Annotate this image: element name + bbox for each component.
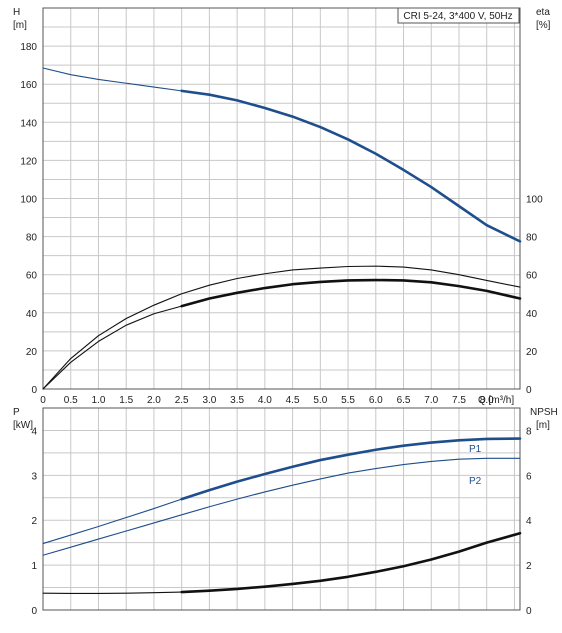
y-tick-label-left: 3 — [31, 471, 37, 482]
bottom-chart-ticks: 0 1 2 3 4 0 2 4 6 8 — [31, 426, 532, 617]
x-tick-label: 2.0 — [147, 395, 161, 406]
top-chart-ticks: 0 20 40 60 80 100 120 140 160 180 0 20 40 60 80 100 0 0.5… — [20, 42, 543, 406]
x-tick-label: 3.5 — [230, 395, 244, 406]
x-tick-label: 5.0 — [313, 395, 327, 406]
y-tick-label-right: 100 — [526, 195, 543, 206]
p1-curve-segment — [180, 437, 522, 501]
x-tick-label: 0.5 — [64, 395, 78, 406]
x-tick-label: 1.5 — [119, 395, 133, 406]
curve-segment — [180, 89, 522, 243]
y-tick-label-right: 20 — [526, 347, 538, 358]
bottom-left-axis-label-line1: P — [13, 407, 20, 418]
top-chart-frame — [42, 7, 521, 390]
y-tick-label-right: 8 — [526, 426, 532, 437]
bottom-right-axis-label-line1: NPSH — [530, 407, 558, 418]
y-tick-label-left: 100 — [20, 195, 37, 206]
series-label-p1: P1 — [469, 444, 482, 455]
y-tick-label-left: 60 — [26, 271, 38, 282]
x-axis-label: Q [m³/h] — [478, 395, 514, 406]
y-tick-label-left: 0 — [31, 385, 37, 396]
top-right-axis-label-line1: eta — [536, 7, 550, 18]
x-tick-label: 8.0 — [480, 395, 494, 406]
x-tick-label: 7.5 — [452, 395, 466, 406]
x-tick-label: 1.0 — [92, 395, 106, 406]
y-tick-label-right: 60 — [526, 271, 538, 282]
top-chart-series — [42, 67, 522, 390]
y-tick-label-right: 40 — [526, 309, 538, 320]
y-tick-label-left: 2 — [31, 516, 37, 527]
bottom-chart-grid — [42, 407, 520, 611]
series-label-p2: P2 — [469, 476, 482, 487]
y-tick-label-left: 1 — [31, 561, 37, 572]
y-tick-label-left: 120 — [20, 156, 37, 167]
bottom-right-axis-label-line2: [m] — [536, 420, 550, 431]
p1-curve-segment — [42, 498, 183, 545]
p2-curve-segment — [42, 457, 521, 556]
x-tick-label: 4.5 — [286, 395, 300, 406]
y-tick-label-left: 140 — [20, 118, 37, 129]
top-left-axis-label-line2: [m] — [13, 20, 27, 31]
curve-segment — [42, 305, 183, 390]
x-tick-label: 7.0 — [424, 395, 438, 406]
curve-segment — [180, 278, 522, 308]
y-tick-label-left: 40 — [26, 309, 38, 320]
y-tick-label-left: 180 — [20, 42, 37, 53]
x-tick-label: 4.0 — [258, 395, 272, 406]
bottom-left-axis-label-line2: [kW] — [13, 420, 33, 431]
x-tick-label: 5.5 — [341, 395, 355, 406]
y-tick-label-right: 80 — [526, 233, 538, 244]
top-left-axis-label-line1: H — [13, 7, 20, 18]
plot-frame — [42, 407, 521, 611]
y-tick-label-left: 80 — [26, 233, 38, 244]
chart-title: CRI 5-24, 3*400 V, 50Hz — [403, 11, 512, 22]
bottom-chart-frame — [42, 407, 521, 611]
y-tick-label-right: 4 — [526, 516, 532, 527]
y-tick-label-right: 0 — [526, 385, 532, 396]
y-tick-label-left: 160 — [20, 80, 37, 91]
npsh-curve-segment — [180, 531, 522, 594]
top-right-axis-label-line2: [%] — [536, 20, 551, 31]
x-tick-label: 6.0 — [369, 395, 383, 406]
y-tick-label-left: 4 — [31, 426, 37, 437]
curve-segment — [42, 265, 521, 390]
x-tick-label: 2.5 — [175, 395, 189, 406]
y-tick-label-right: 6 — [526, 471, 532, 482]
chart-title-box — [397, 7, 520, 24]
y-tick-label-left: 0 — [31, 606, 37, 617]
curve-segment — [42, 67, 183, 92]
y-tick-label-right: 0 — [526, 606, 532, 617]
x-tick-label: 0 — [40, 395, 46, 406]
x-tick-label: 3.0 — [202, 395, 216, 406]
y-tick-label-right: 2 — [526, 561, 532, 572]
y-tick-label-left: 20 — [26, 347, 38, 358]
x-tick-label: 6.5 — [397, 395, 411, 406]
npsh-curve-segment — [42, 591, 183, 594]
bottom-chart-series — [42, 437, 522, 594]
top-chart-grid — [42, 7, 520, 390]
plot-frame — [42, 7, 521, 390]
